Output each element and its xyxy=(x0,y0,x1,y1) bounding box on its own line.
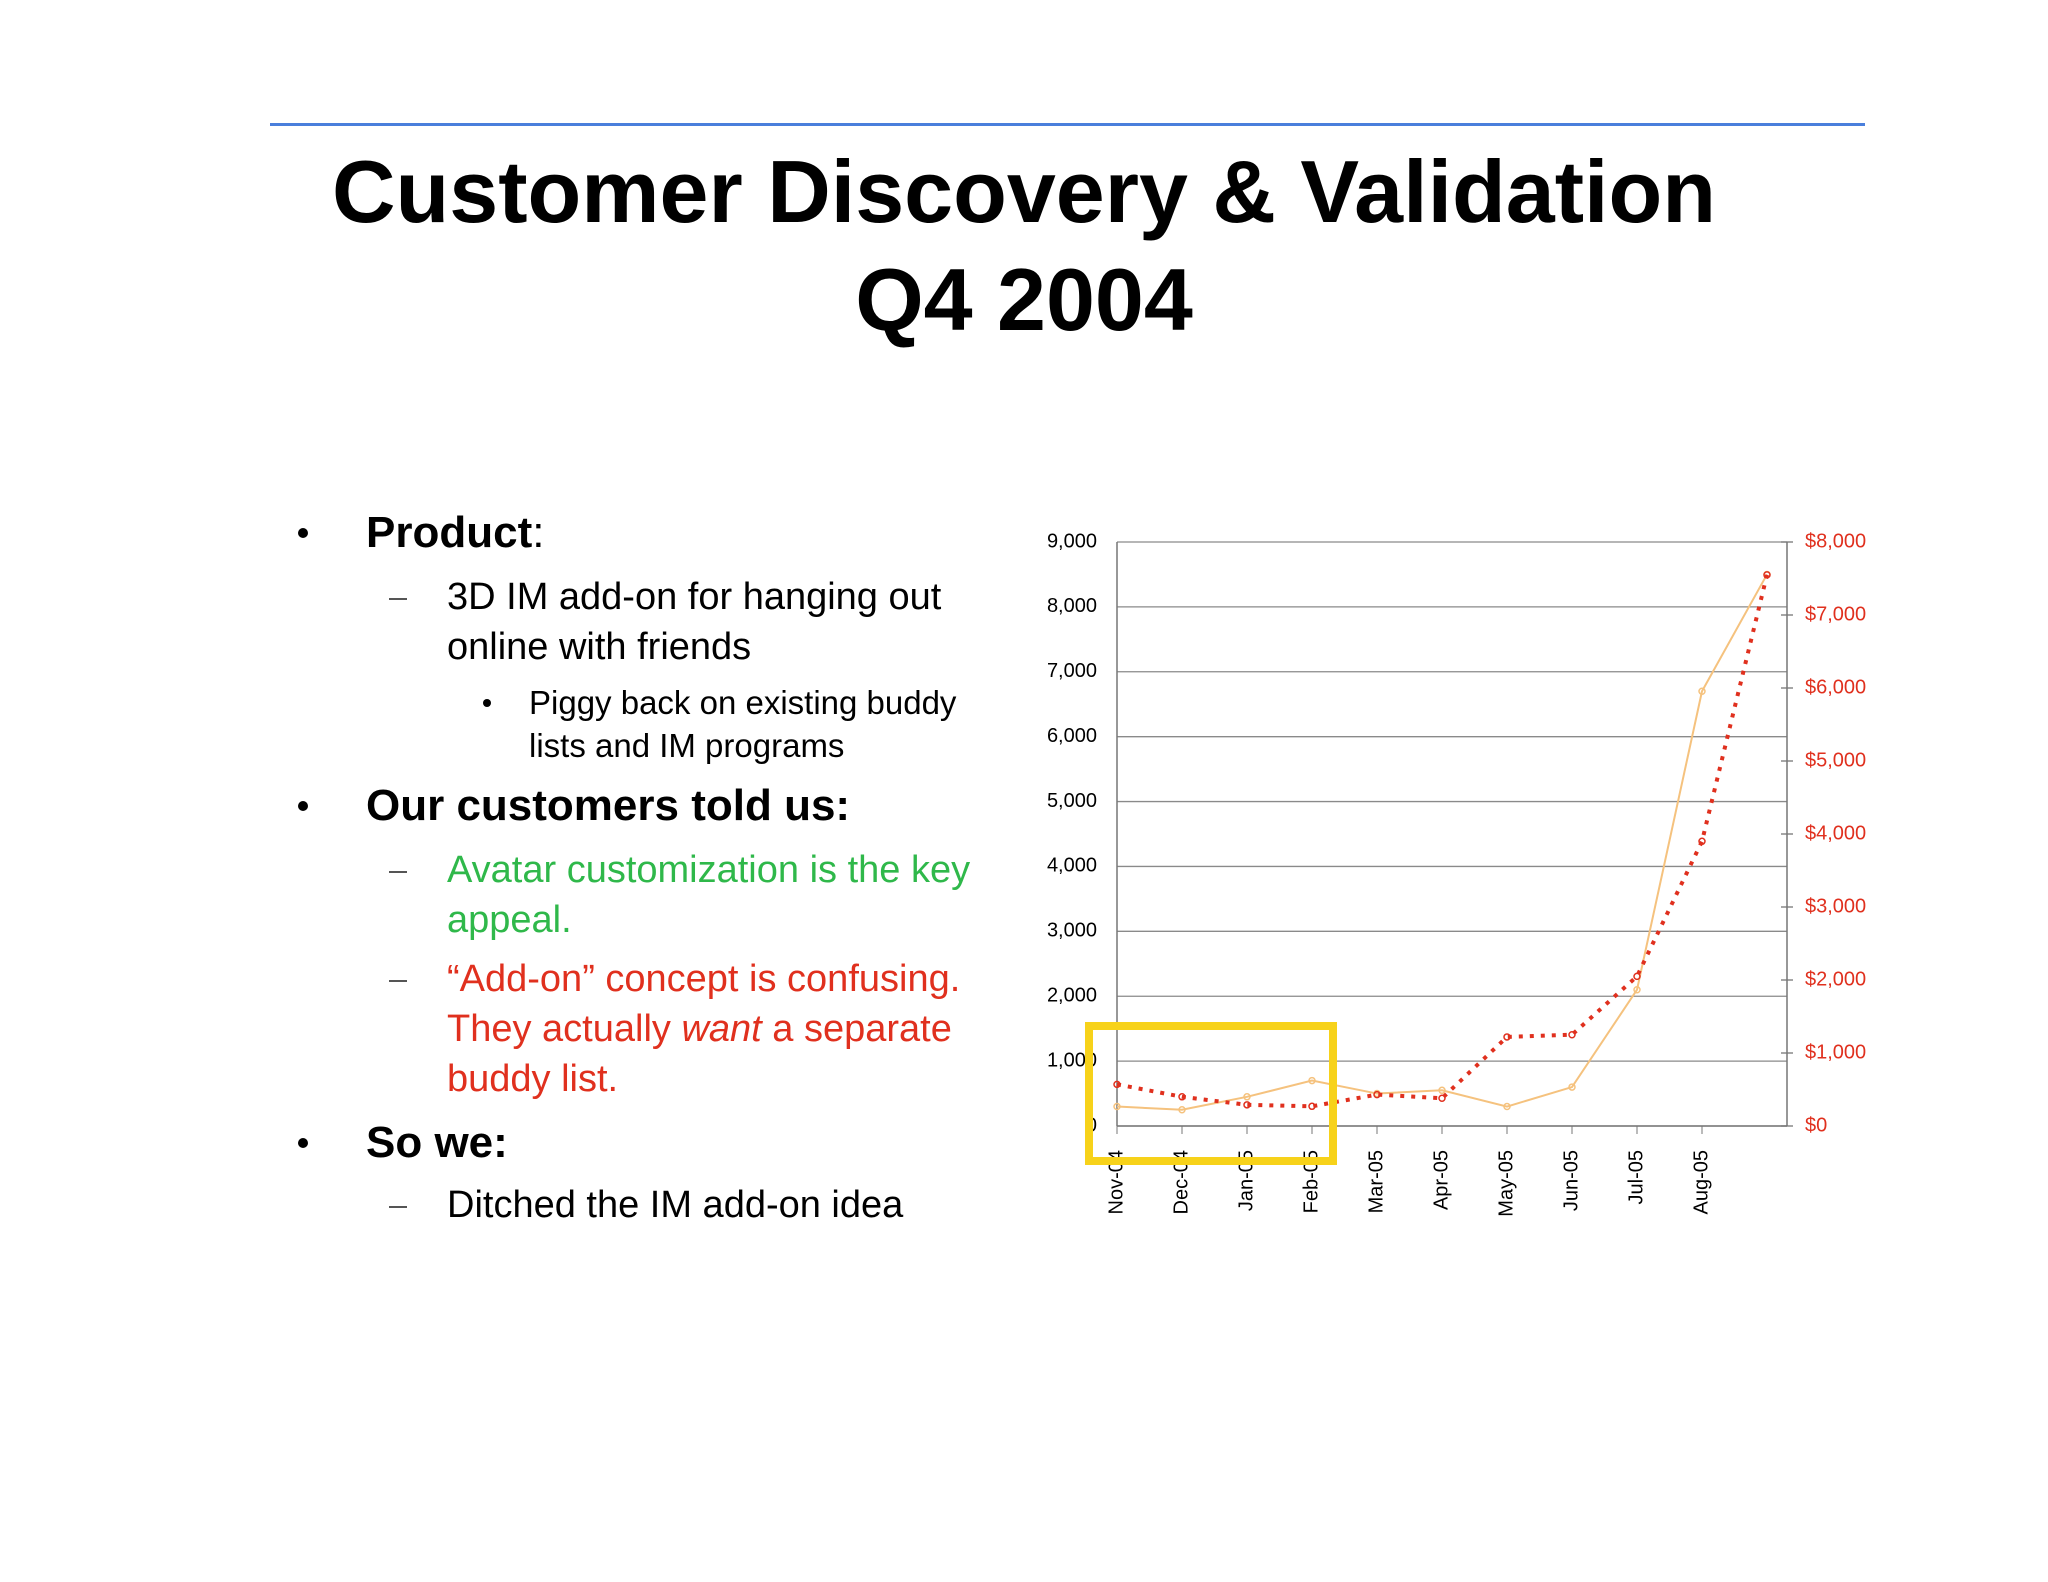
x-tick-label: Nov-04 xyxy=(1105,1150,1127,1214)
point xyxy=(1568,1083,1576,1091)
x-tick-label: Mar-05 xyxy=(1365,1150,1387,1213)
x-tick-label: Jan-05 xyxy=(1235,1150,1257,1211)
sub-bullet: Avatar customization is the key appeal. xyxy=(447,849,971,941)
y2-tick-label: $2,000 xyxy=(1805,968,1866,990)
x-tick-label: Jul-05 xyxy=(1625,1150,1647,1204)
y-tick-label: 8,000 xyxy=(1047,595,1097,617)
point xyxy=(1633,972,1641,981)
point xyxy=(1438,1094,1446,1103)
title: Customer Discovery & Validation xyxy=(332,142,1716,241)
y-tick-label: 1,000 xyxy=(1047,1049,1097,1071)
sub-bullet: Ditched the IM add-on idea xyxy=(447,1184,904,1226)
bullet-heading: Product: xyxy=(366,507,544,559)
y2-tick-label: $5,000 xyxy=(1805,749,1866,771)
highlight-box xyxy=(1085,1022,1337,1165)
y-tick-label: 9,000 xyxy=(1047,530,1097,552)
sub-bullet: “Add-on” concept is confusing. They actu… xyxy=(447,954,1027,1104)
point xyxy=(1763,571,1771,579)
bullet-heading: Our customers told us: xyxy=(366,781,851,830)
sub-bullet: 3D IM add-on for hanging out online with… xyxy=(447,576,942,668)
y2-tick-label: $7,000 xyxy=(1805,603,1866,625)
point xyxy=(1698,687,1706,695)
top-rule xyxy=(270,123,1865,126)
x-tick-label: Feb-05 xyxy=(1300,1150,1322,1213)
heading-text: Product xyxy=(366,508,533,557)
y-tick-label: 7,000 xyxy=(1047,660,1097,682)
x-tick-label: Apr-05 xyxy=(1430,1150,1452,1210)
heading-suffix: : xyxy=(532,508,545,557)
title: Q4 2004 xyxy=(855,250,1193,349)
text-part: “Add-on” concept is confusing. They actu… xyxy=(447,958,961,1050)
y-tick-label: 6,000 xyxy=(1047,725,1097,747)
point xyxy=(1243,1101,1251,1109)
y2-tick-label: $6,000 xyxy=(1805,676,1866,698)
point xyxy=(1113,1102,1121,1111)
point xyxy=(1373,1090,1381,1099)
bullet xyxy=(483,699,491,707)
point xyxy=(1308,1076,1316,1085)
point xyxy=(1178,1106,1186,1114)
bullet xyxy=(298,1138,308,1148)
y2-tick-label: $0 xyxy=(1805,1114,1827,1136)
point xyxy=(1503,1033,1511,1041)
y2-tick-label: $3,000 xyxy=(1805,895,1866,917)
x-tick-label: Dec-04 xyxy=(1170,1150,1192,1214)
bullet xyxy=(298,528,308,538)
point xyxy=(1698,837,1706,846)
y-tick-label: 3,000 xyxy=(1047,920,1097,942)
point xyxy=(1568,1031,1576,1039)
y2-tick-label: $1,000 xyxy=(1805,1041,1866,1063)
dash xyxy=(389,1206,407,1208)
x-tick-label: Jun-05 xyxy=(1560,1150,1582,1211)
text-part: a separate buddy list. xyxy=(447,1008,952,1100)
y-tick-label: 4,000 xyxy=(1047,855,1097,877)
x-tick-label: Aug-05 xyxy=(1690,1150,1712,1215)
line xyxy=(1116,574,1769,1109)
point xyxy=(1113,1080,1121,1089)
bullet-heading: So we: xyxy=(366,1118,508,1167)
bullet xyxy=(298,801,308,811)
y2-tick-label: $8,000 xyxy=(1805,530,1866,552)
y-tick-label: 5,000 xyxy=(1047,790,1097,812)
text-emphasis: want xyxy=(681,1008,762,1050)
y2-tick-label: $4,000 xyxy=(1805,822,1866,844)
line xyxy=(1116,573,1768,1111)
point xyxy=(1503,1102,1511,1111)
point xyxy=(1438,1086,1446,1095)
point xyxy=(1633,985,1641,994)
dash xyxy=(389,980,407,982)
point xyxy=(1178,1093,1186,1101)
sub-sub-bullet: Piggy back on existing buddy lists and I… xyxy=(529,684,957,764)
x-tick-label: May-05 xyxy=(1495,1150,1517,1217)
dash xyxy=(389,871,407,873)
dash xyxy=(389,598,407,600)
point xyxy=(1308,1102,1316,1111)
y-tick-label: 2,000 xyxy=(1047,985,1097,1007)
point xyxy=(1243,1093,1251,1101)
